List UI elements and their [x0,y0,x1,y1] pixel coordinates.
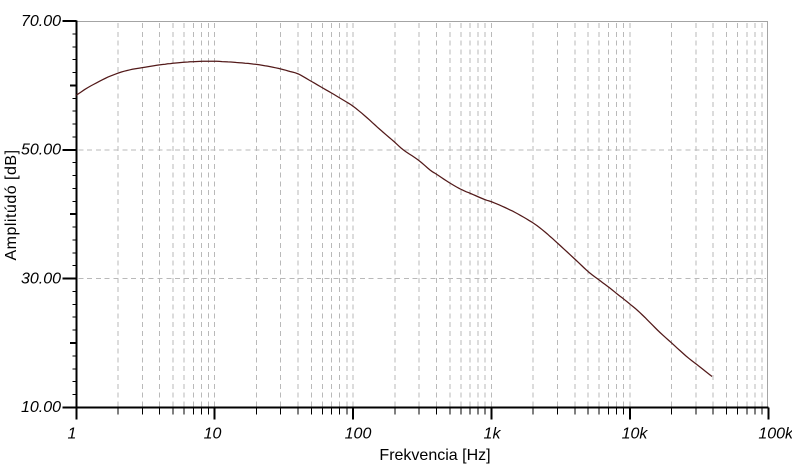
svg-text:1: 1 [68,426,77,443]
svg-text:100: 100 [345,426,372,443]
svg-text:Amplitúdó [dB]: Amplitúdó [dB] [3,149,20,260]
svg-text:50.00: 50.00 [21,142,61,159]
svg-text:Frekvencia [Hz]: Frekvencia [Hz] [379,447,490,464]
svg-text:10.00: 10.00 [21,399,61,416]
svg-text:1k: 1k [484,426,502,443]
svg-text:100k: 100k [758,426,792,443]
svg-text:30.00: 30.00 [21,270,61,287]
svg-text:70.00: 70.00 [21,13,61,30]
svg-text:10: 10 [204,426,222,443]
svg-text:10k: 10k [622,426,649,443]
